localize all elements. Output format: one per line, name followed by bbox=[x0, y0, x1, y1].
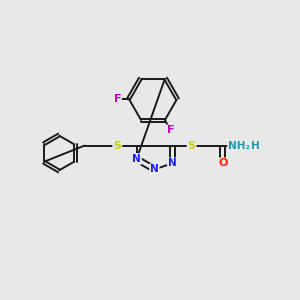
Text: NH₂: NH₂ bbox=[228, 140, 250, 151]
Text: N: N bbox=[168, 158, 177, 168]
Text: N: N bbox=[132, 154, 141, 164]
Text: H: H bbox=[251, 140, 260, 151]
Text: N: N bbox=[150, 164, 159, 174]
Text: O: O bbox=[218, 158, 227, 168]
Text: F: F bbox=[114, 94, 121, 104]
Text: S: S bbox=[188, 140, 196, 151]
Text: S: S bbox=[113, 140, 121, 151]
Text: F: F bbox=[167, 125, 175, 135]
